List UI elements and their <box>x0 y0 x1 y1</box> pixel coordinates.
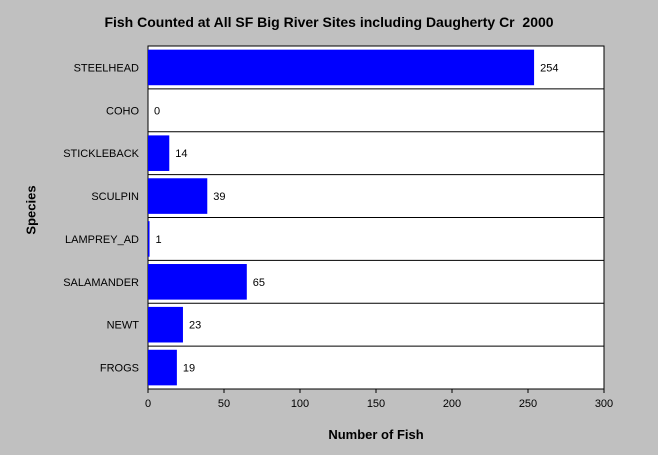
data-label: 254 <box>540 62 558 74</box>
x-axis-ticks: 0 50 100 150 200 250 300 <box>145 389 613 410</box>
bar <box>148 221 150 257</box>
category-labels: STEELHEAD COHO STICKLEBACK SCULPIN LAMPREY_A… <box>63 62 139 374</box>
data-label: 39 <box>213 191 225 203</box>
category-label: LAMPREY_AD <box>65 234 139 246</box>
bar <box>148 306 183 343</box>
row-separators <box>148 88 604 347</box>
data-label: 1 <box>156 234 162 246</box>
x-tick-label: 200 <box>443 398 461 410</box>
category-label: STICKLEBACK <box>63 148 139 160</box>
data-label: 0 <box>154 105 160 117</box>
bar <box>148 349 177 386</box>
data-label: 14 <box>175 148 187 160</box>
x-tick-label: 50 <box>218 398 230 410</box>
x-tick-label: 150 <box>367 398 385 410</box>
x-tick-label: 0 <box>145 398 151 410</box>
category-label: STEELHEAD <box>74 62 139 74</box>
x-tick-label: 250 <box>519 398 537 410</box>
chart-title: Fish Counted at All SF Big River Sites i… <box>104 14 554 30</box>
category-label: SALAMANDER <box>63 277 139 289</box>
x-axis-label: Number of Fish <box>328 427 424 442</box>
bar <box>148 264 247 300</box>
bar <box>148 178 208 214</box>
data-label: 19 <box>183 363 195 375</box>
bar <box>148 49 535 86</box>
bars <box>148 49 535 386</box>
category-label: SCULPIN <box>91 191 139 203</box>
bar <box>148 135 170 171</box>
data-label: 65 <box>253 277 265 289</box>
x-tick-label: 100 <box>291 398 309 410</box>
x-tick-label: 300 <box>595 398 613 410</box>
data-label: 23 <box>189 320 201 332</box>
value-labels: 254 0 14 39 1 65 23 19 <box>154 62 558 374</box>
category-label: COHO <box>106 105 139 117</box>
category-label: NEWT <box>107 320 140 332</box>
category-label: FROGS <box>100 363 139 375</box>
